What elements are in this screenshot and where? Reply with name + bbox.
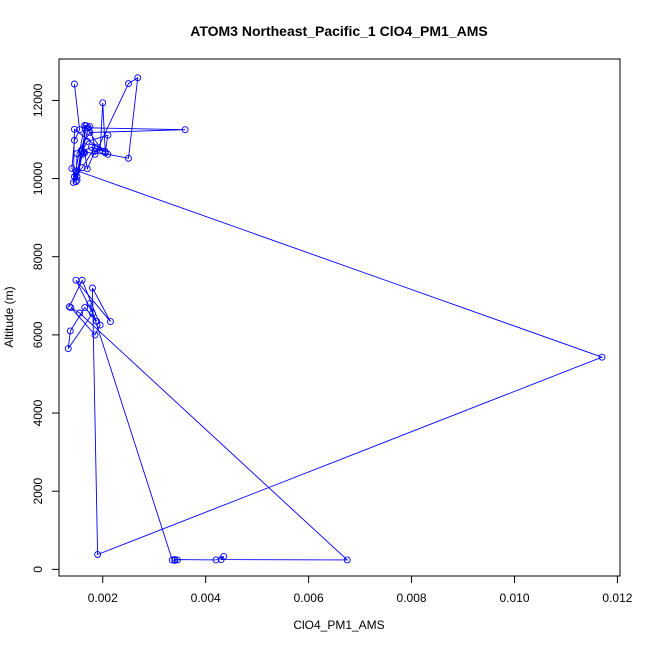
data-point <box>181 126 189 134</box>
data-point <box>217 556 225 564</box>
x-tick-label: 0.010 <box>499 591 529 605</box>
data-point <box>87 143 95 151</box>
data-point <box>83 138 91 145</box>
x-tick-label: 0.006 <box>294 591 324 605</box>
series-points <box>64 74 606 564</box>
data-point <box>83 165 91 173</box>
data-point <box>89 309 96 317</box>
y-axis-label: Altitude (m) <box>2 286 16 347</box>
chart-title: ATOM3 Northeast_Pacific_1 ClO4_PM1_AMS <box>190 23 487 39</box>
data-point <box>99 99 107 107</box>
y-tick-label: 6000 <box>31 321 45 348</box>
data-point <box>91 143 99 151</box>
data-point <box>171 556 179 564</box>
y-tick-label: 10000 <box>31 162 45 196</box>
plot-frame <box>58 58 621 577</box>
x-axis-label: ClO4_PM1_AMS <box>293 618 384 632</box>
y-tick-label: 2000 <box>31 478 45 505</box>
data-point <box>64 345 72 353</box>
x-tick-label: 0.004 <box>191 591 221 605</box>
y-tick-label: 8000 <box>31 243 45 270</box>
data-point <box>93 317 101 325</box>
data-point <box>134 74 142 82</box>
data-point <box>86 123 94 131</box>
data-point <box>80 148 88 156</box>
data-point <box>76 126 84 134</box>
data-point <box>73 167 81 175</box>
data-point <box>65 303 73 311</box>
data-point <box>78 276 86 284</box>
data-point <box>70 173 78 181</box>
y-tick-label: 0 <box>31 566 45 573</box>
data-point <box>173 556 181 564</box>
data-point <box>89 284 96 292</box>
data-point <box>212 556 220 564</box>
data-point <box>107 318 114 326</box>
data-point <box>94 551 102 558</box>
data-point <box>86 300 94 308</box>
y-axis: 0 2000 4000 6000 8000 10000 12000 <box>31 83 60 573</box>
data-point <box>91 331 99 339</box>
data-point <box>91 150 99 158</box>
data-point <box>66 327 74 335</box>
data-point <box>70 125 78 133</box>
x-tick-label: 0.012 <box>602 591 632 605</box>
data-point <box>598 353 606 361</box>
data-point <box>168 556 176 564</box>
series-path <box>67 76 604 561</box>
data-point <box>343 556 351 564</box>
data-point <box>96 321 104 329</box>
x-tick-label: 0.002 <box>88 591 118 605</box>
data-point <box>70 80 78 88</box>
data-point <box>104 131 112 139</box>
data-point <box>76 309 84 317</box>
data-point <box>91 147 99 155</box>
data-point <box>125 80 132 88</box>
data-point <box>84 124 92 132</box>
data-point <box>70 136 78 144</box>
series-line <box>67 76 604 561</box>
data-point <box>81 121 89 129</box>
data-point <box>99 147 107 155</box>
data-point <box>101 148 109 156</box>
data-point <box>125 154 132 162</box>
x-axis: 0.002 0.004 0.006 0.008 0.010 0.012 <box>88 575 633 605</box>
data-point <box>81 304 89 311</box>
y-tick-label: 12000 <box>31 83 45 117</box>
y-tick-label: 4000 <box>31 399 45 426</box>
data-point <box>78 164 86 172</box>
x-tick-label: 0.008 <box>397 591 427 605</box>
